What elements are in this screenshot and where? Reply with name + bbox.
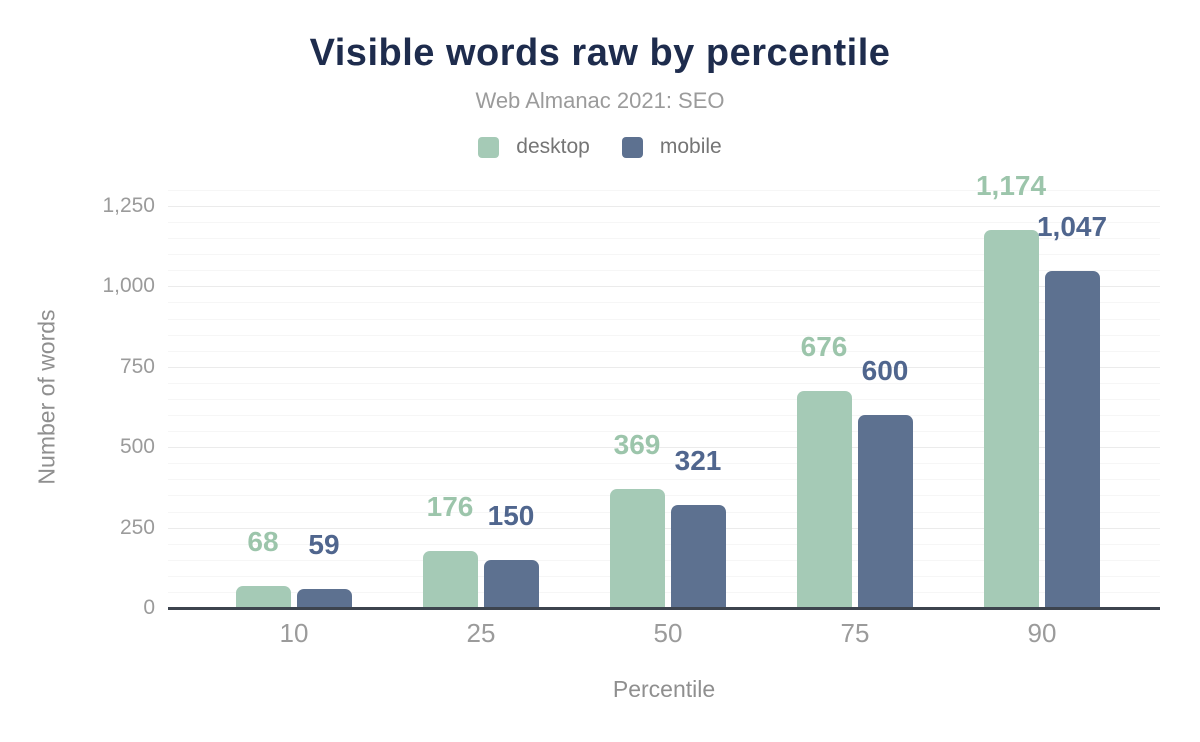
bar-mobile-p10 — [297, 589, 352, 608]
bar-desktop-p25 — [423, 551, 478, 608]
gridline-major — [168, 447, 1160, 448]
x-tick-label-10: 10 — [279, 618, 309, 648]
bar-label-mobile-p25: 150 — [487, 500, 535, 531]
bar-label-desktop-p10: 68 — [247, 526, 279, 557]
gridline-minor — [168, 222, 1160, 223]
bar-mobile-p50 — [671, 505, 726, 608]
gridline-minor — [168, 302, 1160, 303]
gridline-minor — [168, 254, 1160, 255]
y-tick-label-250: 250 — [119, 516, 155, 539]
bar-desktop-p50 — [610, 489, 665, 608]
gridline-minor — [168, 383, 1160, 384]
bar-label-desktop-p90: 1,174 — [975, 170, 1047, 201]
x-tick-label-50: 50 — [653, 618, 683, 648]
gridline-minor — [168, 463, 1160, 464]
gridline-minor — [168, 415, 1160, 416]
gridline-major — [168, 286, 1160, 287]
x-axis-title: Percentile — [612, 676, 716, 702]
bar-label-mobile-p50: 321 — [674, 445, 722, 476]
gridline-minor — [168, 190, 1160, 191]
gridline-minor — [168, 319, 1160, 320]
gridline-minor — [168, 351, 1160, 352]
legend-swatch-desktop-icon — [478, 136, 500, 158]
gridline-minor — [168, 335, 1160, 336]
bar-label-mobile-p90: 1,047 — [1036, 211, 1108, 242]
chart-subtitle: Web Almanac 2021: SEO — [475, 88, 725, 113]
bar-mobile-p25 — [484, 560, 539, 608]
bar-label-desktop-p75: 676 — [800, 331, 848, 362]
legend-label-mobile: mobile — [659, 135, 722, 158]
legend: desktop mobile — [0, 135, 1200, 159]
bar-desktop-p75 — [797, 391, 852, 608]
bar-mobile-p90 — [1045, 271, 1100, 608]
x-tick-label-25: 25 — [466, 618, 496, 648]
legend-item-mobile: mobile — [621, 135, 722, 159]
bar-mobile-p75 — [858, 415, 913, 608]
gridline-minor — [168, 479, 1160, 480]
x-tick-label-90: 90 — [1027, 618, 1057, 648]
y-tick-label-1,000: 1,000 — [102, 274, 155, 297]
bar-label-mobile-p75: 600 — [861, 355, 909, 386]
bar-desktop-p90 — [984, 230, 1039, 608]
legend-item-desktop: desktop — [478, 135, 590, 159]
x-tick-label-75: 75 — [840, 618, 870, 648]
gridline-minor — [168, 238, 1160, 239]
bar-label-desktop-p25: 176 — [426, 491, 474, 522]
bar-label-desktop-p50: 369 — [613, 429, 661, 460]
y-tick-label-1,250: 1,250 — [102, 194, 155, 217]
y-tick-label-0: 0 — [143, 596, 155, 619]
gridline-major — [168, 367, 1160, 368]
gridline-minor — [168, 431, 1160, 432]
gridline-minor — [168, 270, 1160, 271]
gridline-minor — [168, 399, 1160, 400]
x-axis-line — [168, 607, 1160, 610]
chart-title: Visible words raw by percentile — [309, 32, 891, 74]
legend-swatch-mobile-icon — [621, 136, 643, 158]
y-tick-label-500: 500 — [119, 435, 155, 458]
legend-label-desktop: desktop — [516, 135, 590, 158]
bar-desktop-p10 — [236, 586, 291, 608]
gridline-major — [168, 206, 1160, 207]
y-tick-label-750: 750 — [119, 355, 155, 378]
bar-label-mobile-p10: 59 — [308, 529, 340, 560]
